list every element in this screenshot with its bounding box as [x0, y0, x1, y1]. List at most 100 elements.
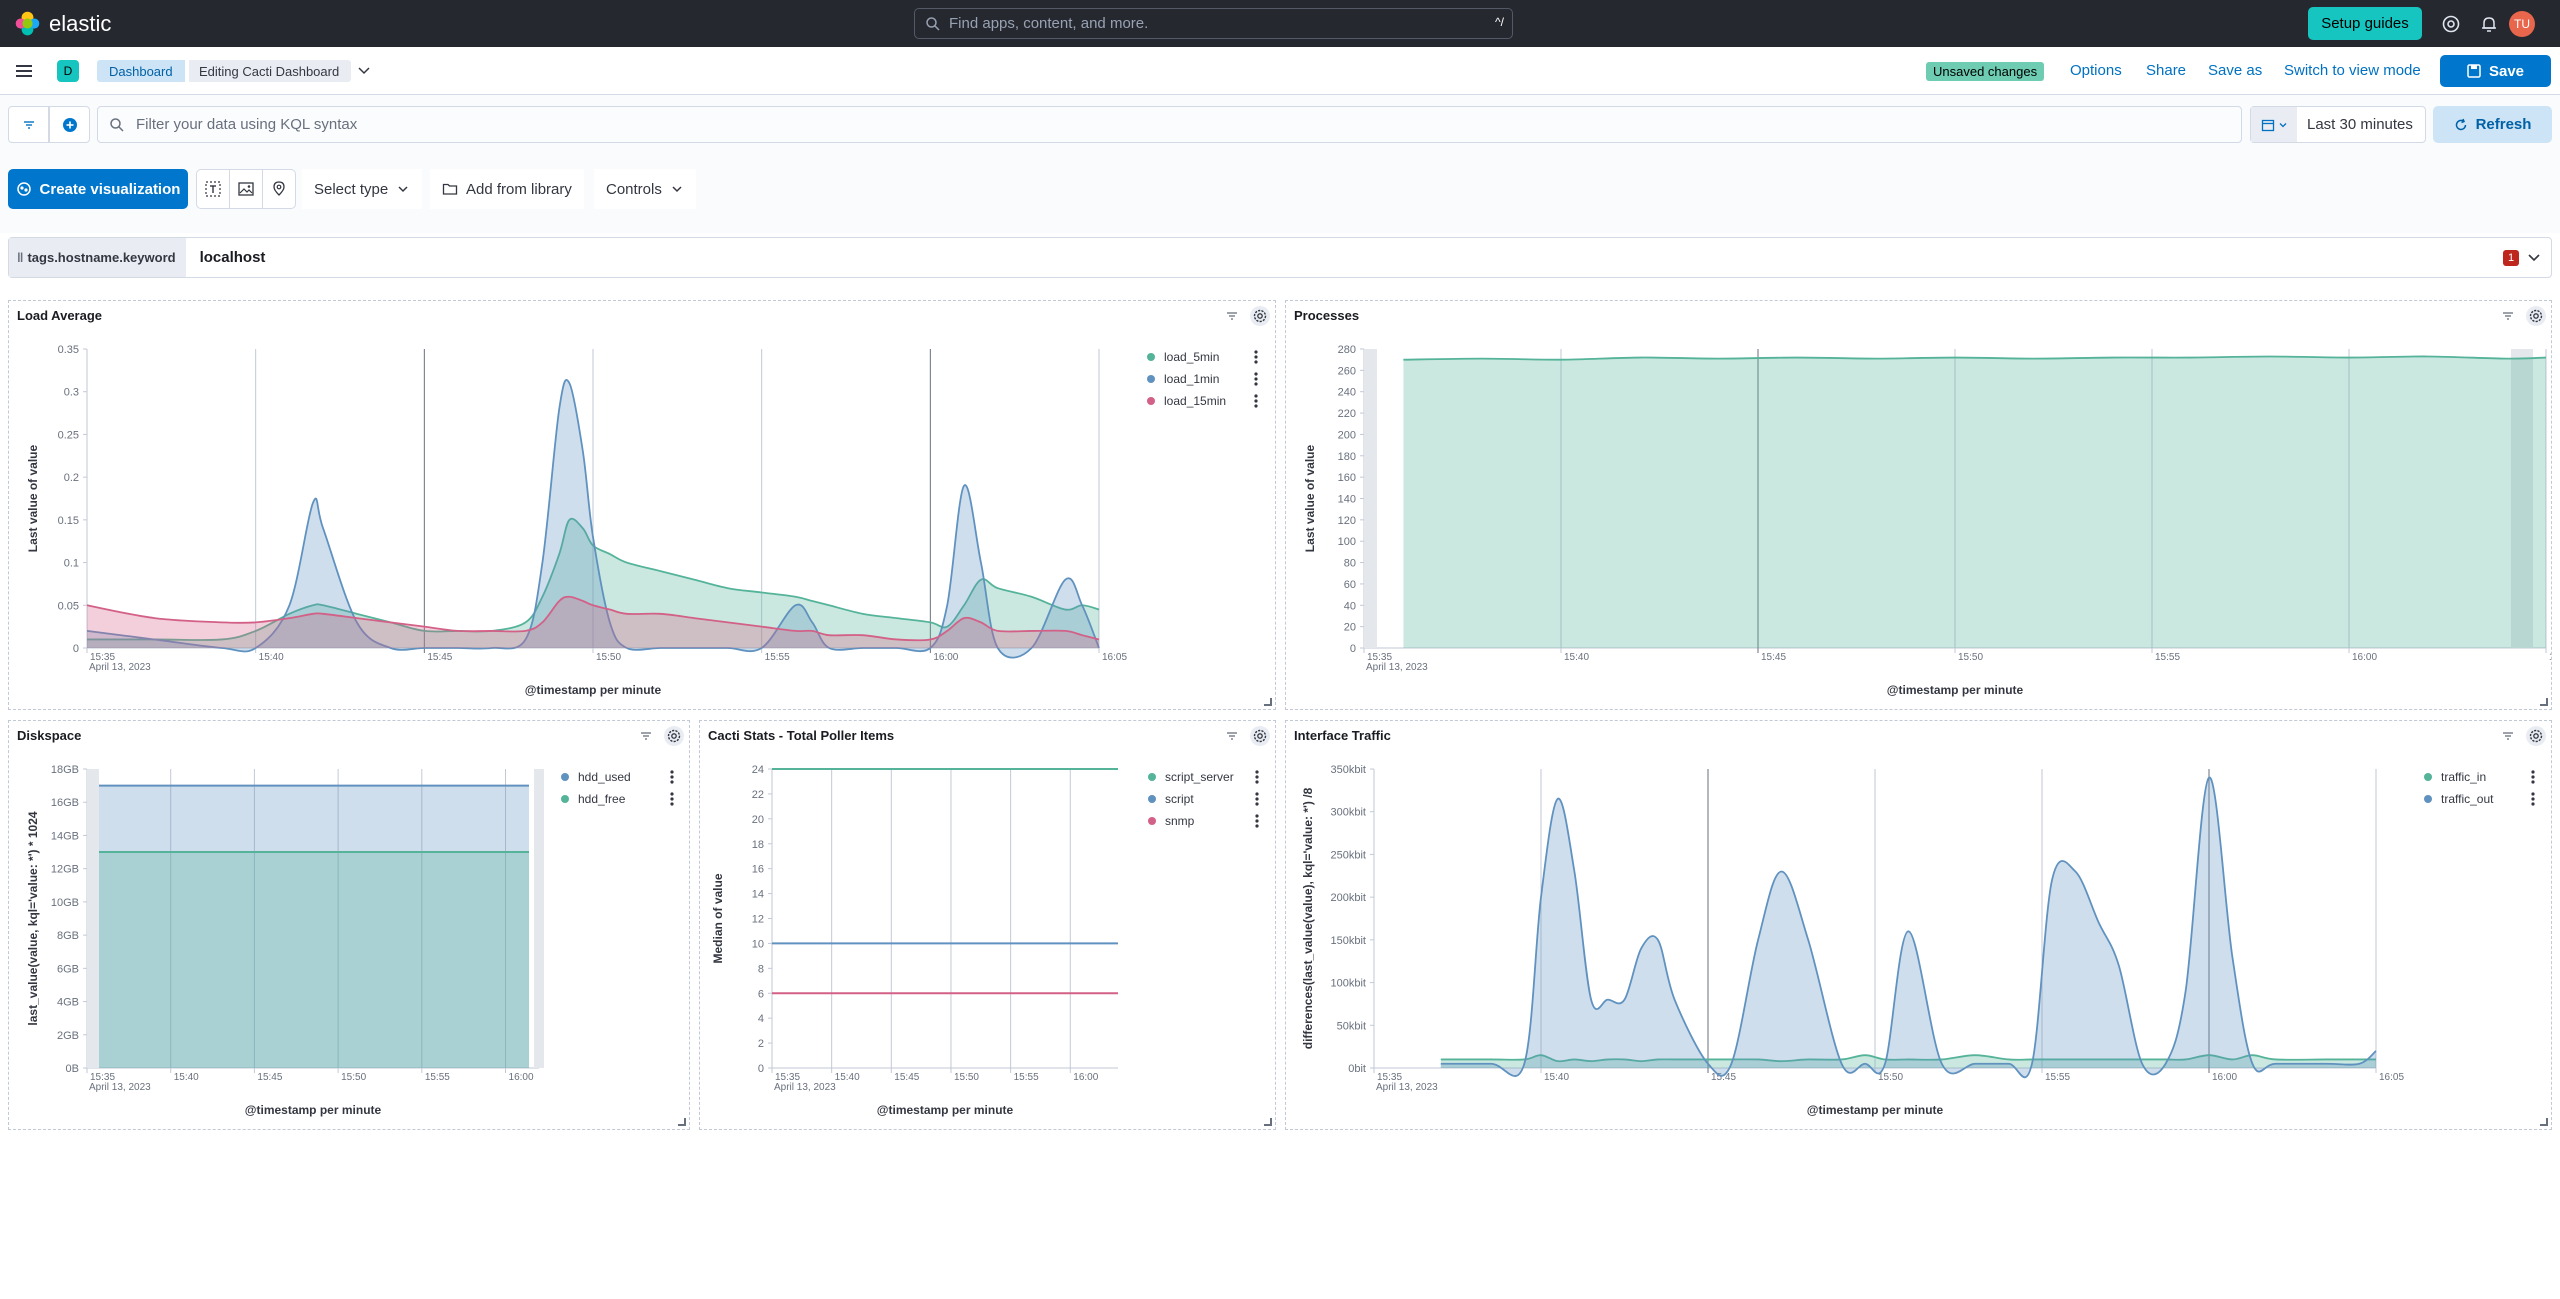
panel-options-gear-icon[interactable]	[663, 725, 685, 747]
add-from-library-button[interactable]: Add from library	[430, 169, 584, 209]
legend-menu-dot	[1254, 399, 1258, 403]
chevron-down-icon[interactable]	[2525, 249, 2543, 267]
panel-resize-handle[interactable]	[678, 1118, 686, 1126]
y-tick-label: 180	[1338, 451, 1356, 463]
x-tick-label: 16:00	[1073, 1072, 1098, 1083]
chevron-down-icon	[672, 186, 682, 193]
dashboard-toolbar	[0, 153, 2560, 233]
y-tick-label: 0B	[66, 1063, 79, 1075]
create-visualization-button[interactable]: Create visualization	[8, 169, 188, 209]
control-selected-value: localhost	[199, 249, 266, 266]
global-search-input[interactable]: Find apps, content, and more. ^/	[914, 8, 1513, 39]
x-tick-label: 15:40	[835, 1072, 860, 1083]
setup-guides-button[interactable]: Setup guides	[2308, 7, 2422, 40]
panel-resize-handle[interactable]	[1264, 698, 1272, 706]
chevron-down-icon[interactable]	[355, 62, 373, 80]
menu-icon[interactable]	[14, 61, 34, 81]
series-line-traffic_in	[1440, 1054, 2376, 1063]
quick-menu-button[interactable]	[2251, 107, 2297, 142]
panel-filter-icon[interactable]	[1225, 729, 1239, 743]
folder-icon	[442, 183, 458, 195]
panel-options-gear-icon[interactable]	[1249, 305, 1271, 327]
markdown-button[interactable]	[197, 170, 230, 208]
panel-filter-icon[interactable]	[2501, 729, 2515, 743]
y-tick-label: 8	[758, 963, 764, 975]
panel-title: Interface Traffic	[1294, 728, 1391, 743]
x-axis-title: @timestamp per minute	[1807, 1103, 1944, 1117]
x-axis-title: @timestamp per minute	[877, 1103, 1014, 1117]
y-tick-label: 0.35	[58, 344, 79, 356]
date-picker[interactable]: Last 30 minutes	[2250, 106, 2426, 143]
save-button[interactable]: Save	[2440, 55, 2551, 87]
x-tick-label: 15:35	[775, 1072, 800, 1083]
x-tick-label: 15:40	[174, 1072, 199, 1083]
legend-menu-dot	[1255, 819, 1259, 823]
panel-options-gear-icon[interactable]	[2525, 725, 2547, 747]
options-list-control[interactable]: ‖ tags.hostname.keyword localhost 1	[8, 237, 2552, 278]
image-icon	[238, 182, 254, 196]
time-range-label[interactable]: Last 30 minutes	[2307, 116, 2413, 133]
user-avatar[interactable]: TU	[2509, 11, 2535, 37]
panel-filter-icon[interactable]	[639, 729, 653, 743]
controls-label: Controls	[606, 180, 662, 198]
legend-item-load_1min: load_1min	[1147, 372, 1258, 386]
search-icon	[926, 16, 940, 31]
panel-options-gear-icon[interactable]	[1249, 725, 1271, 747]
legend-menu-dot	[1254, 377, 1258, 381]
legend-label: load_1min	[1164, 372, 1219, 386]
panel-load-average: Load Average 0 0.05 0.1 0.15 0.2 0.25 0.3 0.35 1…	[8, 300, 1276, 710]
quick-create-group	[196, 169, 296, 209]
x-date-label: April 13, 2023	[1376, 1082, 1438, 1093]
legend-menu-dot	[670, 797, 674, 801]
legend-menu-dot	[1255, 797, 1259, 801]
save-icon	[2467, 64, 2481, 78]
panel-interface-traffic: Interface Traffic 0bit 50kbit 100kbit 150kb…	[1285, 720, 2552, 1130]
y-tick-label: 0.1	[64, 558, 79, 570]
legend-swatch	[1147, 397, 1155, 405]
notifications-icon[interactable]	[2479, 14, 2499, 34]
panel-options-gear-icon[interactable]	[2525, 305, 2547, 327]
drag-handle-icon[interactable]: ‖	[17, 250, 24, 265]
panel-filter-icon[interactable]	[1225, 309, 1239, 323]
series-line-load_15min	[86, 595, 1100, 642]
x-tick-label: 15:35	[1377, 1072, 1402, 1083]
legend-swatch	[2424, 795, 2432, 803]
maps-button[interactable]	[263, 170, 295, 208]
legend-menu-dot	[670, 780, 674, 784]
panel-filter-icon[interactable]	[2501, 309, 2515, 323]
share-link[interactable]: Share	[2146, 62, 2187, 79]
search-icon	[110, 118, 124, 132]
panel-resize-handle[interactable]	[2540, 698, 2548, 706]
elastic-logo[interactable]: elastic	[14, 10, 111, 37]
add-filter-button[interactable]	[49, 106, 90, 143]
switch-view-mode-link[interactable]: Switch to view mode	[2284, 62, 2421, 79]
kql-search-input[interactable]: Filter your data using KQL syntax	[97, 106, 2242, 143]
select-type-button[interactable]: Select type	[302, 169, 423, 209]
y-tick-label: 50kbit	[1337, 1020, 1366, 1032]
x-tick-label: 15:50	[596, 652, 621, 663]
image-button[interactable]	[230, 170, 263, 208]
options-link[interactable]: Options	[2070, 62, 2122, 79]
legend-item-script_server: script_server	[1148, 770, 1259, 784]
out-of-range-band	[1364, 349, 1377, 648]
y-axis-title: Last value of value	[1303, 444, 1317, 552]
y-tick-label: 250kbit	[1331, 849, 1366, 861]
x-tick-label: 15:45	[894, 1072, 919, 1083]
x-tick-label: 16:05	[1102, 652, 1127, 663]
controls-button[interactable]: Controls	[594, 169, 696, 209]
y-tick-label: 2GB	[57, 1030, 79, 1042]
breadcrumb-dashboard[interactable]: Dashboard	[97, 60, 185, 82]
space-avatar[interactable]: D	[57, 60, 79, 82]
legend-label: traffic_in	[2441, 770, 2486, 784]
filter-menu-button[interactable]	[8, 106, 49, 143]
chart-svg: 0 20 40 60 80 100 120 140 160 180 200 220 240 260 280 1…	[1303, 344, 2551, 697]
panel-resize-handle[interactable]	[1264, 1118, 1272, 1126]
panel-resize-handle[interactable]	[2540, 1118, 2548, 1126]
save-as-link[interactable]: Save as	[2208, 62, 2263, 79]
refresh-button[interactable]: Refresh	[2433, 106, 2552, 143]
help-icon[interactable]	[2441, 14, 2461, 34]
y-tick-label: 0.2	[64, 472, 79, 484]
legend-menu-dot	[2531, 780, 2535, 784]
x-date-label: April 13, 2023	[774, 1082, 836, 1093]
